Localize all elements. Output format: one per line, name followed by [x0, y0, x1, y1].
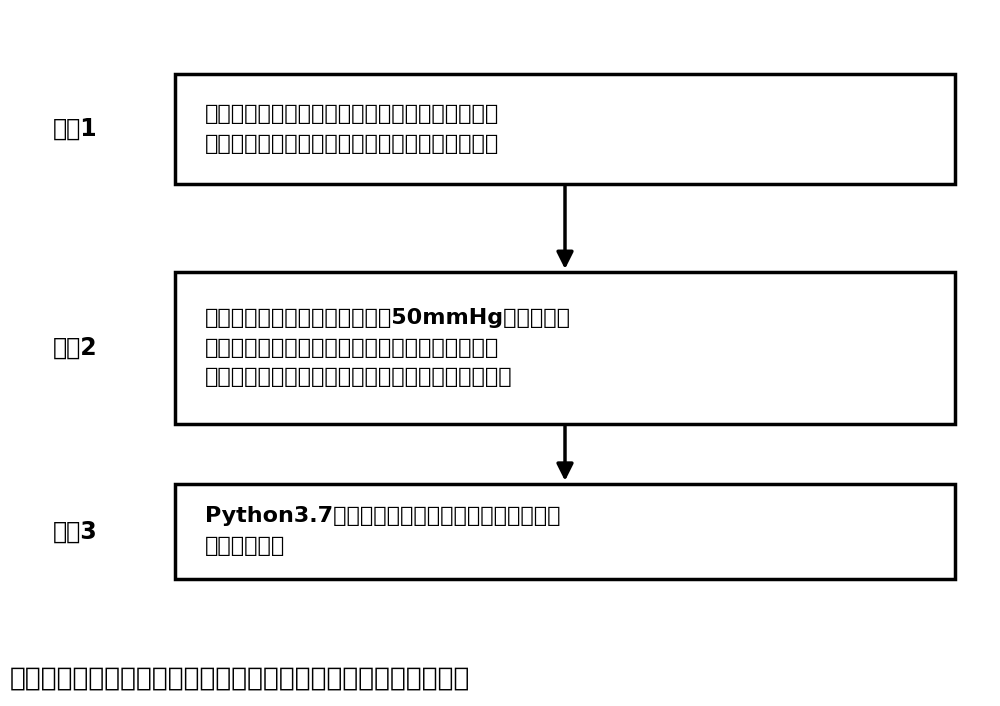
Bar	[175, 74, 955, 184]
Text: 经颅磁刺激技术用于评估躯干肌肉大脑皮质运动代表区的实验步骤: 经颅磁刺激技术用于评估躯干肌肉大脑皮质运动代表区的实验步骤	[10, 666, 470, 692]
Bar	[175, 272, 955, 424]
Text: 受试者坐位，戴上制作好的标准网络定位帽，找到
最佳刺激点，确定静息运动阈值和最佳刺激强度。: 受试者坐位，戴上制作好的标准网络定位帽，找到 最佳刺激点，确定静息运动阈值和最佳…	[205, 104, 499, 154]
Bar	[175, 484, 955, 579]
Text: 使用生物压力反馈仪将气囊压到50mmHg，监测腹横
肌或者多裂肌主收缩，对定位帽上的每个单元格进
行经颅磁刺激，记录运动诱发电位的潜伏期和波幅。: 使用生物压力反馈仪将气囊压到50mmHg，监测腹横 肌或者多裂肌主收缩，对定位帽…	[205, 308, 571, 388]
Text: Python3.7软件进行数据处理，得出三维地形图用
于科学研究。: Python3.7软件进行数据处理，得出三维地形图用 于科学研究。	[205, 506, 560, 556]
Text: 步骤3: 步骤3	[53, 520, 97, 543]
Text: 步骤1: 步骤1	[53, 117, 97, 140]
Text: 步骤2: 步骤2	[53, 336, 97, 359]
